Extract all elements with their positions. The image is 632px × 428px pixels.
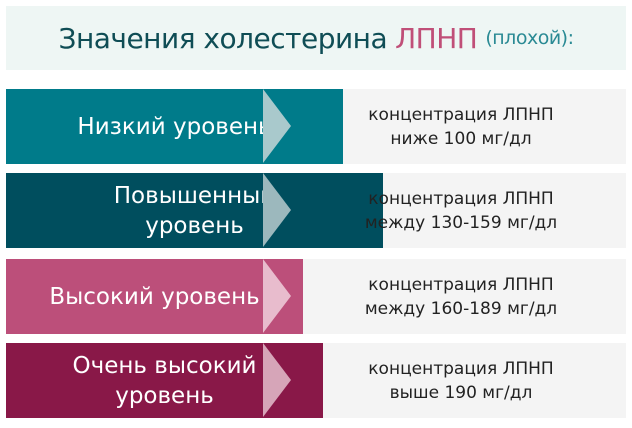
arrow-icon	[263, 259, 291, 333]
desc-line2: выше 190 мг/дл	[389, 382, 533, 403]
desc-line2: ниже 100 мг/дл	[390, 128, 532, 149]
level-row-very-high: Очень высокий уровень концентрация ЛПНП …	[6, 343, 626, 418]
level-description: концентрация ЛПНП выше 190 мг/дл	[296, 343, 626, 418]
desc-line1: концентрация ЛПНП	[368, 274, 554, 295]
arrow-icon	[263, 343, 291, 417]
desc-line2: между 160-189 мг/дл	[364, 298, 558, 319]
page-title: Значения холестерина ЛПНП (плохой):	[6, 6, 626, 70]
level-description: концентрация ЛПНП между 160-189 мг/дл	[296, 259, 626, 334]
arrow-icon	[263, 89, 291, 163]
level-label: Повышенный уровень	[6, 173, 383, 248]
desc-line2: между 130-159 мг/дл	[364, 212, 558, 233]
level-row-low: Низкий уровень концентрация ЛПНП ниже 10…	[6, 89, 626, 164]
level-description: концентрация ЛПНП ниже 100 мг/дл	[296, 89, 626, 164]
title-note: (плохой):	[485, 27, 574, 49]
title-main: Значения холестерина	[58, 21, 388, 55]
title-highlight: ЛПНП	[395, 21, 478, 55]
level-label: Низкий уровень	[6, 89, 343, 164]
arrow-icon	[263, 173, 291, 247]
desc-line1: концентрация ЛПНП	[368, 104, 554, 125]
desc-line1: концентрация ЛПНП	[368, 358, 554, 379]
level-row-elevated: Повышенный уровень концентрация ЛПНП меж…	[6, 173, 626, 248]
desc-line1: концентрация ЛПНП	[368, 188, 554, 209]
level-row-high: Высокий уровень концентрация ЛПНП между …	[6, 259, 626, 334]
level-label: Высокий уровень	[6, 259, 303, 334]
level-description: концентрация ЛПНП между 130-159 мг/дл	[296, 173, 626, 248]
